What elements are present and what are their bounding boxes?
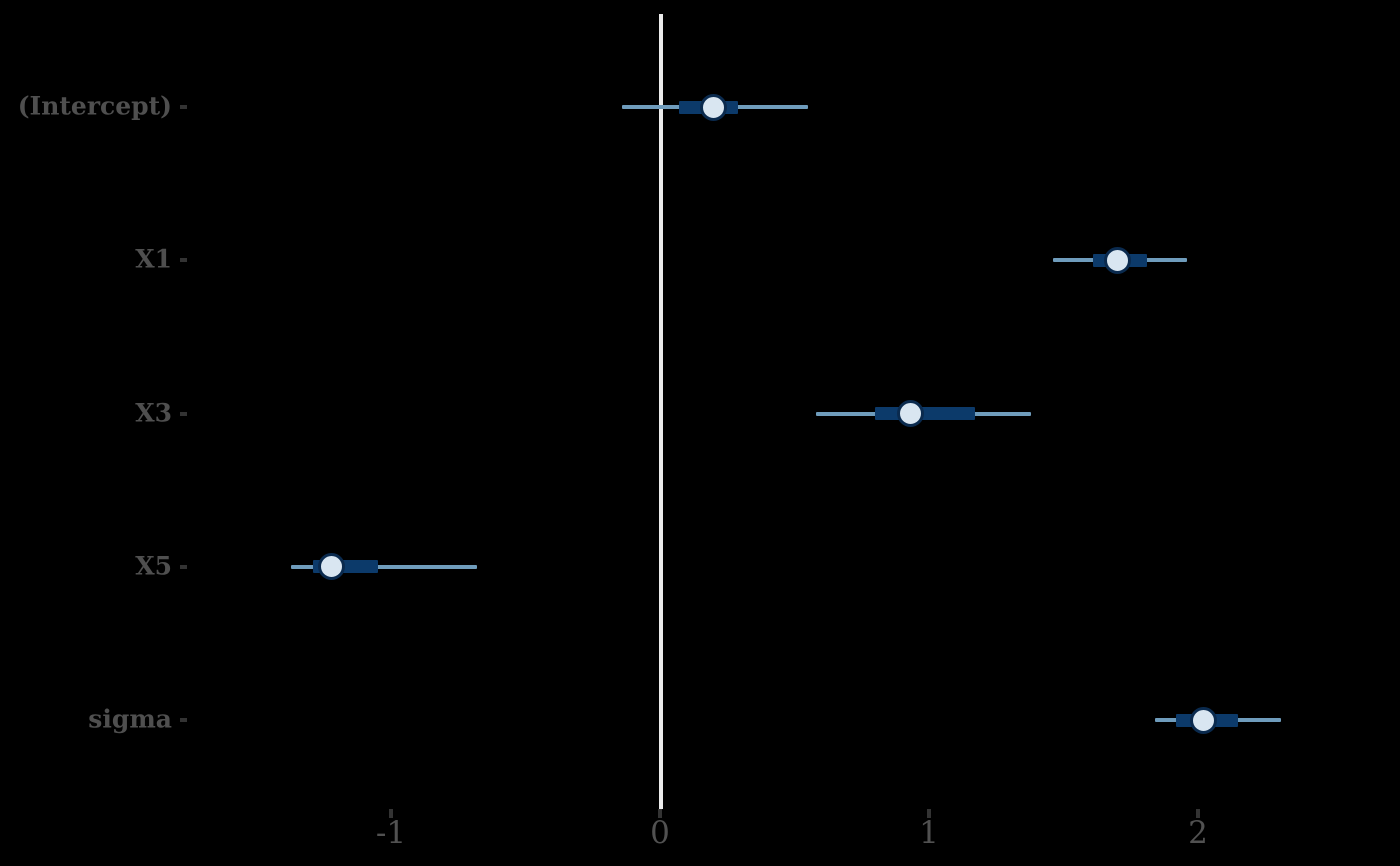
x-axis-tick-label: 1	[919, 815, 939, 851]
y-axis-tick	[180, 258, 187, 263]
point-estimate-marker	[700, 93, 728, 121]
point-estimate-marker	[896, 400, 924, 427]
x-axis-tick	[389, 809, 393, 818]
point-estimate-marker	[1189, 706, 1217, 734]
x-axis-tick-label: -1	[375, 815, 407, 851]
x-axis-tick	[1196, 809, 1200, 818]
point-estimate-marker	[1103, 246, 1131, 274]
y-axis-tick	[180, 411, 187, 416]
y-axis-tick	[180, 718, 187, 722]
point-estimate-marker	[318, 553, 346, 581]
outer-interval-segment	[291, 564, 478, 569]
y-axis-label: X1	[135, 244, 172, 274]
x-axis-tick	[927, 809, 931, 818]
inner-interval-segment	[875, 407, 975, 420]
y-axis-label: X3	[135, 397, 172, 427]
x-axis-tick-label: 2	[1188, 815, 1208, 851]
x-axis-tick-label: 0	[650, 815, 670, 851]
zero-reference-line	[658, 14, 663, 809]
y-axis-tick	[180, 564, 187, 569]
y-axis-tick	[180, 105, 187, 109]
y-axis-label: X5	[135, 551, 172, 581]
x-axis-tick	[658, 809, 662, 818]
y-axis-label: sigma	[88, 704, 172, 734]
y-axis-label: (Intercept)	[17, 91, 172, 121]
